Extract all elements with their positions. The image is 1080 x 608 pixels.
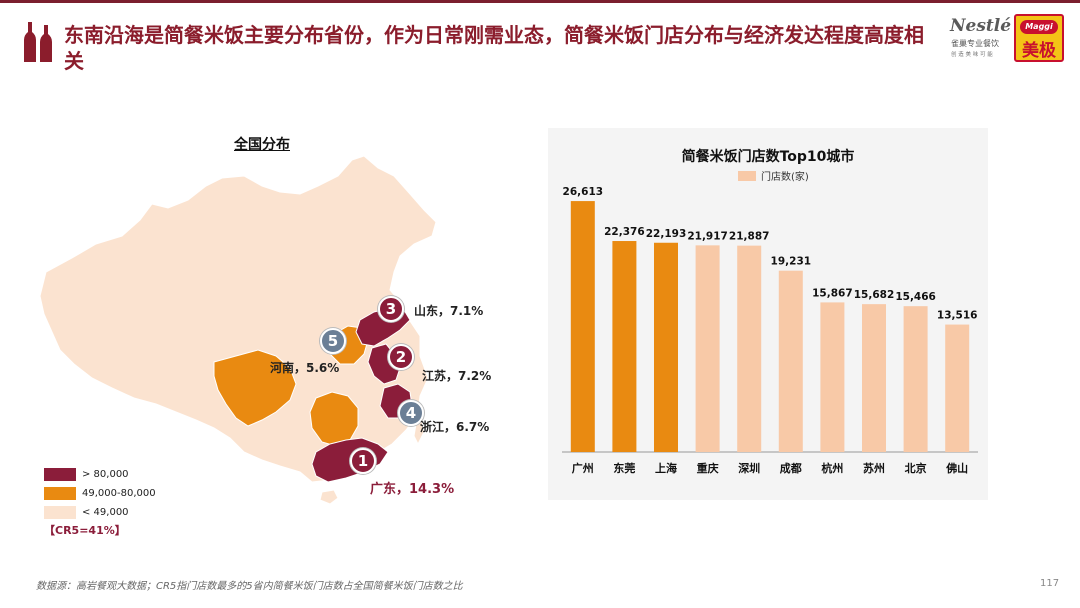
map-legend: > 80,000 49,000-80,000 < 49,000 [44, 465, 156, 522]
category-label: 重庆 [697, 461, 719, 475]
bar-value-label: 15,466 [895, 291, 936, 303]
rank-badge-guangdong: 1 [350, 448, 376, 474]
label-henan: 河南，5.6% [270, 361, 340, 375]
legend-text-mid: 49,000-80,000 [82, 488, 156, 499]
bar-广州 [570, 201, 595, 452]
nestle-subtitle: 雀巢专业餐饮 [951, 39, 999, 48]
label-shandong: 山东，7.1% [414, 304, 484, 318]
bar-value-label: 22,376 [604, 226, 645, 238]
bar-杭州 [820, 302, 845, 452]
bar-value-label: 15,867 [812, 287, 853, 299]
bar-value-label: 21,917 [687, 230, 728, 242]
map-section-label: 全国分布 [234, 137, 290, 153]
maggi-logo: Maggi 美极 [1014, 14, 1064, 62]
label-jiangsu: 江苏，7.2% [422, 369, 492, 383]
category-label: 成都 [780, 461, 802, 475]
maggi-wordmark: Maggi [1020, 20, 1058, 34]
legend-text-low: < 49,000 [82, 507, 129, 518]
nestle-wordmark: Nestlé [950, 16, 1012, 36]
page-title: 东南沿海是简餐米饭主要分布省份，作为日常刚需业态，简餐米饭门店分布与经济发达程度… [64, 23, 924, 73]
category-label: 东莞 [613, 461, 635, 475]
bar-value-label: 15,682 [854, 289, 895, 301]
legend-text-high: > 80,000 [82, 469, 129, 480]
bar-深圳 [737, 245, 762, 452]
bar-value-label: 26,613 [563, 186, 604, 198]
map-legend-item: < 49,000 [44, 503, 156, 522]
map-province-hainan [319, 489, 339, 505]
chart-legend: 门店数(家) [738, 168, 809, 183]
nestle-logo: Nestlé 雀巢专业餐饮 创 造 美 味 可 能 [950, 14, 1012, 64]
bar-chart-panel: 简餐米饭门店数Top10城市 门店数(家) 26,613 广州 22,376 东莞 22… [548, 128, 988, 500]
category-label: 上海 [655, 461, 677, 475]
label-zhejiang: 浙江，6.7% [420, 420, 490, 434]
bar-东莞 [612, 241, 637, 452]
bar-成都 [778, 270, 803, 452]
bar-北京 [903, 306, 928, 452]
map-province-sichuan [213, 349, 297, 427]
chart-legend-swatch [738, 170, 756, 181]
category-label: 杭州 [821, 461, 843, 475]
chart-legend-text: 门店数(家) [761, 172, 809, 183]
chart-title: 简餐米饭门店数Top10城市 [681, 149, 855, 165]
nestle-tagline: 创 造 美 味 可 能 [951, 52, 993, 58]
page-number: 117 [1040, 578, 1060, 589]
china-map [39, 155, 437, 505]
source-note: 数据源：高岩餐观大数据；CR5指门店数最多的5省内简餐米饭门店数占全国简餐米饭门… [36, 581, 463, 592]
bar-佛山 [945, 324, 970, 452]
category-label: 苏州 [863, 461, 885, 475]
rank-badge-henan: 5 [320, 328, 346, 354]
map-legend-item: > 80,000 [44, 465, 156, 484]
bar-value-label: 13,516 [937, 310, 978, 322]
cr5-note: 【CR5=41%】 [44, 524, 126, 537]
category-label: 佛山 [945, 461, 968, 475]
top-accent-bar [0, 0, 1080, 3]
category-label: 广州 [572, 461, 594, 475]
rank-badge-jiangsu: 2 [388, 344, 414, 370]
legend-swatch-high [44, 468, 76, 481]
label-guangdong: 广东，14.3% [370, 482, 455, 497]
legend-swatch-mid [44, 487, 76, 500]
bar-重庆 [695, 245, 720, 452]
wine-bottles-icon [24, 22, 52, 62]
bar-chart: 26,613 广州 22,376 东莞 22,193 上海 21,917 重庆 21,887 深圳… [562, 186, 978, 475]
category-label: 北京 [905, 461, 927, 475]
bar-上海 [654, 242, 678, 452]
bar-苏州 [862, 304, 886, 452]
category-label: 深圳 [738, 461, 760, 475]
rank-badge-shandong: 3 [378, 296, 404, 322]
map-legend-item: 49,000-80,000 [44, 484, 156, 503]
bar-value-label: 21,887 [729, 231, 770, 243]
bar-value-label: 19,231 [771, 256, 812, 268]
maggi-chinese: 美极 [1022, 41, 1056, 61]
legend-swatch-low [44, 506, 76, 519]
bar-value-label: 22,193 [646, 228, 687, 240]
rank-badge-zhejiang: 4 [398, 400, 424, 426]
